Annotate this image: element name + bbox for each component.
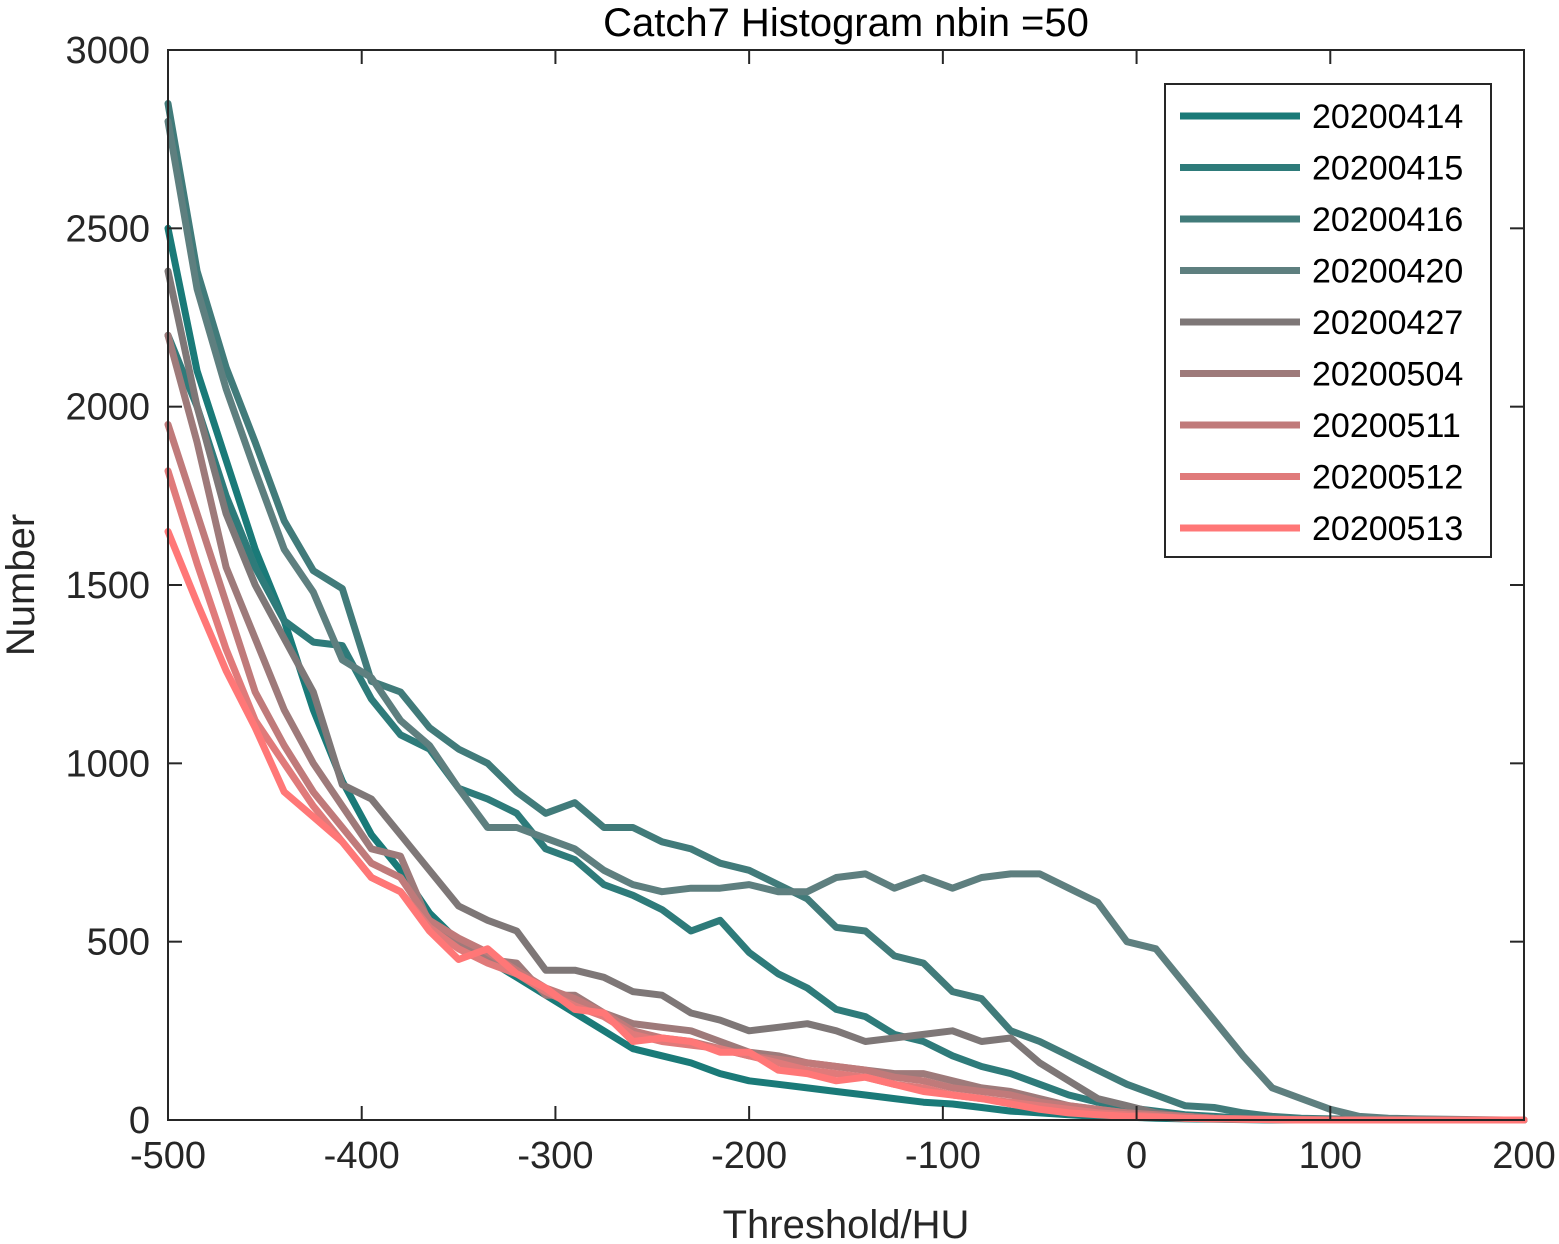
x-tick-label: -400 [324, 1135, 400, 1177]
x-tick-label: 0 [1126, 1135, 1147, 1177]
legend-label-20200504: 20200504 [1312, 356, 1463, 394]
tick-layer: -500 -400 -300 -200 -100 0 100 2000500100015002… [65, 30, 1555, 1177]
x-tick-label: 100 [1299, 1135, 1362, 1177]
x-tick-label: -100 [905, 1135, 981, 1177]
y-tick-label: 2500 [65, 208, 150, 250]
legend-label-20200513: 20200513 [1312, 510, 1463, 548]
y-tick-label: 2000 [65, 387, 150, 429]
legend-label-20200511: 20200511 [1312, 407, 1461, 445]
legend: 20200414 20200415 20200416 20200420 20200427… [1164, 83, 1492, 558]
legend-label-20200414: 20200414 [1312, 98, 1463, 136]
y-axis-label: Number [0, 514, 43, 656]
x-tick-label: 200 [1492, 1135, 1555, 1177]
legend-items: 20200414 20200415 20200416 20200420 20200427… [1180, 98, 1463, 548]
x-tick-label: -500 [130, 1135, 206, 1177]
series-line-20200420 [164, 117, 1528, 1124]
chart-title: Catch7 Histogram nbin =50 [603, 1, 1089, 45]
x-axis-label: Threshold/HU [723, 1203, 970, 1244]
y-tick-label: 3000 [65, 30, 150, 72]
legend-label-20200420: 20200420 [1312, 253, 1463, 291]
y-tick-label: 1000 [65, 743, 150, 785]
legend-label-20200416: 20200416 [1312, 201, 1463, 239]
x-tick-label: -200 [711, 1135, 787, 1177]
y-tick-label: 1500 [65, 565, 150, 607]
legend-label-20200415: 20200415 [1312, 150, 1463, 188]
y-tick-label: 0 [129, 1100, 150, 1142]
legend-label-20200512: 20200512 [1312, 459, 1463, 497]
y-tick-label: 500 [87, 922, 150, 964]
legend-label-20200427: 20200427 [1312, 304, 1463, 342]
x-tick-label: -300 [517, 1135, 593, 1177]
